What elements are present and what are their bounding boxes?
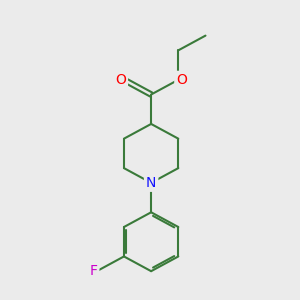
Text: O: O bbox=[176, 73, 187, 87]
Text: N: N bbox=[146, 176, 156, 190]
Text: O: O bbox=[115, 73, 126, 87]
Text: F: F bbox=[89, 264, 98, 278]
